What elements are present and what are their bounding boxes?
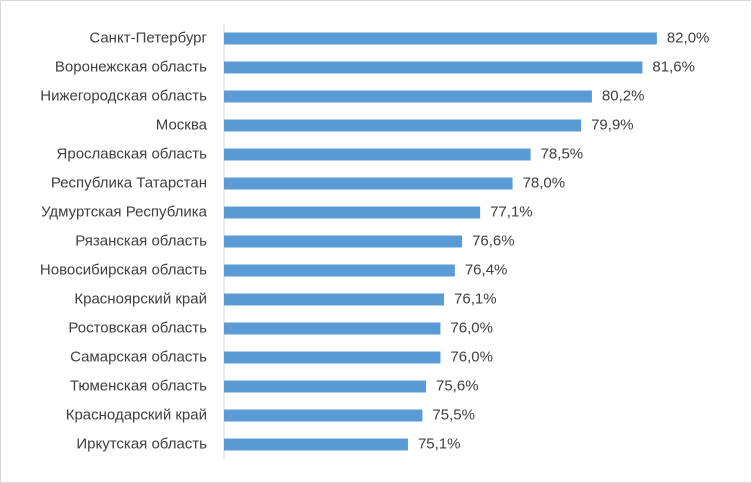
category-label: Иркутская область [76, 435, 207, 452]
bar [224, 206, 481, 219]
bar [224, 322, 441, 335]
bar [224, 61, 643, 74]
category-label: Новосибирская область [40, 261, 207, 278]
value-label: 75,6% [436, 377, 479, 394]
bar [224, 380, 426, 393]
value-label: 76,0% [450, 319, 493, 336]
category-label: Тюменская область [70, 377, 207, 394]
category-label: Воронежская область [55, 58, 207, 75]
value-label: 76,6% [472, 232, 515, 249]
value-label: 78,5% [541, 145, 584, 162]
bar [224, 119, 582, 132]
bar [224, 264, 455, 277]
category-label: Рязанская область [75, 232, 207, 249]
value-label: 77,1% [490, 203, 533, 220]
value-label: 76,0% [450, 348, 493, 365]
category-label: Республика Татарстан [51, 174, 207, 191]
category-label: Краснодарский край [66, 406, 207, 423]
value-label: 76,4% [465, 261, 508, 278]
value-label: 79,9% [591, 116, 634, 133]
value-label: 75,5% [432, 406, 475, 423]
category-label: Удмуртская Республика [41, 203, 208, 220]
value-label: 82,0% [667, 29, 710, 46]
value-label: 76,1% [454, 290, 497, 307]
bar [224, 148, 531, 161]
category-label: Москва [156, 116, 208, 133]
category-label: Нижегородская область [40, 87, 207, 104]
bar [224, 409, 423, 422]
bar [224, 177, 513, 190]
category-label: Ярославская область [57, 145, 208, 162]
category-label: Санкт-Петербург [89, 29, 207, 46]
bar [224, 90, 592, 103]
category-label: Красноярский край [74, 290, 207, 307]
value-label: 75,1% [418, 435, 461, 452]
category-label: Ростовская область [68, 319, 207, 336]
bar [224, 351, 441, 364]
bar [224, 438, 408, 451]
value-label: 78,0% [523, 174, 566, 191]
category-label: Самарская область [70, 348, 207, 365]
value-label: 80,2% [602, 87, 645, 104]
bar [224, 293, 445, 306]
value-label: 81,6% [652, 58, 695, 75]
bar [224, 235, 463, 248]
bar [224, 32, 657, 45]
